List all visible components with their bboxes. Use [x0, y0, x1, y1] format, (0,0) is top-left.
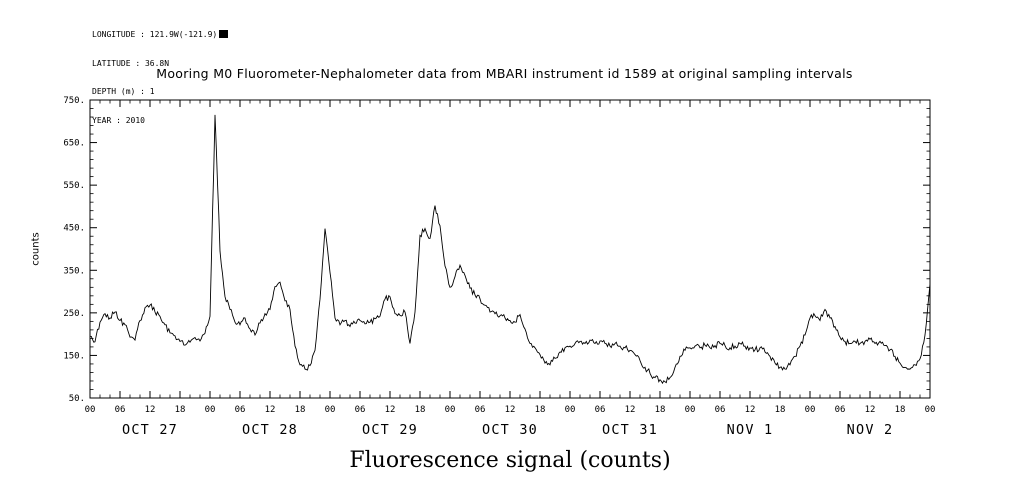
x-day-label: OCT 30	[482, 422, 538, 438]
x-day-label: NOV 2	[847, 422, 894, 438]
cursor-block-icon	[219, 30, 229, 38]
y-tick-label: 50.	[69, 394, 85, 404]
y-axis-label: counts	[30, 232, 42, 266]
x-tick-label: 06	[715, 405, 726, 415]
y-tick-label: 450.	[63, 224, 85, 234]
x-tick-label: 06	[355, 405, 366, 415]
x-tick-label: 18	[535, 405, 546, 415]
x-tick-label: 12	[385, 405, 396, 415]
x-tick-label: 06	[235, 405, 246, 415]
meta-year: YEAR : 2010	[92, 115, 145, 125]
x-tick-label: 00	[805, 405, 816, 415]
meta-longitude: LONGITUDE : 121.9W(-121.9)	[92, 30, 229, 40]
x-day-label: OCT 29	[362, 422, 418, 438]
x-day-label: NOV 1	[727, 422, 774, 438]
x-tick-label: 06	[115, 405, 126, 415]
y-tick-label: 350.	[63, 266, 85, 276]
x-day-label: OCT 31	[602, 422, 658, 438]
y-tick-label: 250.	[63, 309, 85, 319]
metadata-block: LONGITUDE : 121.9W(-121.9) LATITUDE : 36…	[92, 11, 229, 144]
x-tick-label: 00	[565, 405, 576, 415]
meta-longitude-text: LONGITUDE : 121.9W(-121.9)	[92, 30, 218, 39]
x-tick-label: 06	[835, 405, 846, 415]
x-tick-label: 00	[925, 405, 936, 415]
y-tick-label: 650.	[63, 139, 85, 149]
x-tick-label: 00	[325, 405, 336, 415]
chart-title: Mooring M0 Fluorometer-Nephalometer data…	[156, 66, 853, 81]
x-tick-label: 00	[685, 405, 696, 415]
x-tick-label: 18	[775, 405, 786, 415]
x-tick-label: 18	[295, 405, 306, 415]
x-day-label: OCT 27	[122, 422, 178, 438]
x-tick-label: 12	[625, 405, 636, 415]
y-tick-label: 150.	[63, 351, 85, 361]
x-tick-label: 18	[175, 405, 186, 415]
x-tick-label: 12	[145, 405, 156, 415]
meta-depth: DEPTH (m) : 1	[92, 87, 155, 96]
x-tick-label: 06	[595, 405, 606, 415]
x-axis-caption: Fluorescence signal (counts)	[349, 448, 671, 473]
x-tick-label: 00	[85, 405, 96, 415]
x-tick-label: 18	[895, 405, 906, 415]
x-tick-label: 18	[415, 405, 426, 415]
x-tick-label: 12	[265, 405, 276, 415]
x-tick-label: 18	[655, 405, 666, 415]
x-tick-label: 00	[205, 405, 216, 415]
x-tick-label: 12	[865, 405, 876, 415]
y-tick-label: 550.	[63, 181, 85, 191]
x-day-label: OCT 28	[242, 422, 298, 438]
data-line	[89, 114, 931, 385]
x-tick-label: 12	[505, 405, 516, 415]
x-tick-label: 00	[445, 405, 456, 415]
x-tick-label: 06	[475, 405, 486, 415]
meta-latitude: LATITUDE : 36.8N	[92, 58, 170, 68]
y-tick-label: 750.	[63, 96, 85, 106]
x-tick-label: 12	[745, 405, 756, 415]
